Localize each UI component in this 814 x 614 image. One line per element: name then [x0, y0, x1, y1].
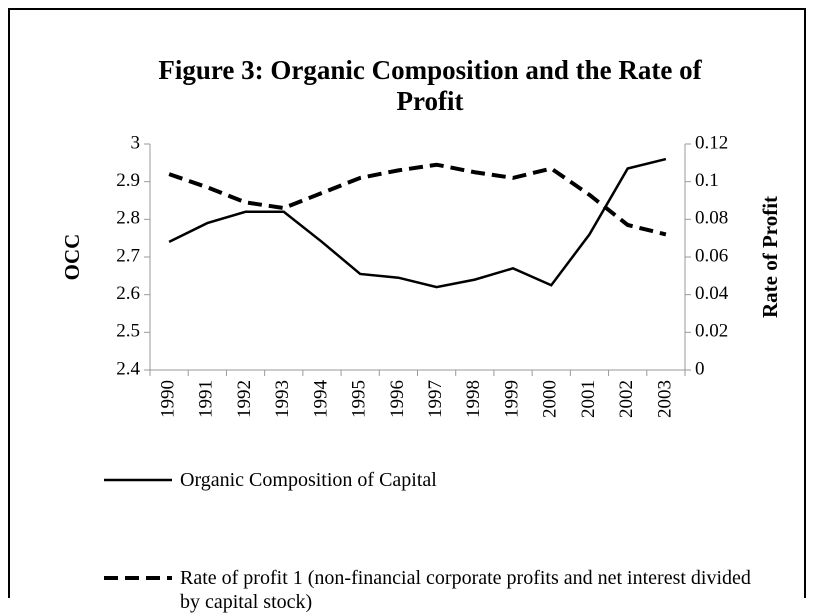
- x-tick-label: 1993: [272, 380, 293, 418]
- x-tick-label: 1999: [501, 380, 522, 418]
- x-tick-label: 2000: [540, 380, 561, 418]
- x-tick-label: 1991: [196, 380, 217, 418]
- y2-tick-label: 0.04: [695, 283, 729, 304]
- y-tick-label: 2.8: [116, 208, 140, 229]
- y-axis-label: OCC: [60, 234, 84, 281]
- y-tick-label: 3: [131, 132, 141, 153]
- y2-tick-label: 0: [695, 358, 705, 379]
- x-tick-label: 2002: [616, 380, 637, 418]
- y-tick-label: 2.6: [116, 283, 140, 304]
- x-tick-label: 1995: [349, 380, 370, 418]
- title-box: Figure 3: Organic Composition and the Ra…: [158, 55, 702, 116]
- y2-axis-label: Rate of Profit: [758, 196, 782, 318]
- x-tick-label: 1992: [234, 380, 255, 418]
- page: {"chart_data": {"type": "line", "title":…: [8, 8, 806, 613]
- y2-tick-label: 0.12: [695, 132, 728, 153]
- y-tick-label: 2.4: [116, 358, 140, 379]
- y-tick-label: 2.5: [116, 321, 140, 342]
- x-tick-label: 1994: [310, 380, 331, 419]
- x-tick-label: 1996: [387, 380, 408, 418]
- legend-label: Organic Composition of Capital: [180, 469, 437, 491]
- legend-label: Rate of profit 1 (non-financial corporat…: [180, 567, 751, 613]
- chart: Figure 3: Organic Composition and the Ra…: [8, 8, 806, 598]
- y-tick-label: 2.7: [116, 245, 140, 266]
- y2-tick-label: 0.1: [695, 170, 719, 191]
- series-line: [168, 157, 667, 289]
- series-line: [168, 162, 667, 237]
- x-tick-label: 2003: [654, 380, 675, 418]
- y2-tick-label: 0.06: [695, 245, 728, 266]
- x-tick-label: 1997: [425, 380, 446, 418]
- x-tick-label: 1990: [157, 380, 178, 418]
- y-tick-label: 2.9: [116, 170, 140, 191]
- chart-title: Figure 3: Organic Composition and the Ra…: [158, 55, 702, 116]
- frame: [8, 8, 806, 598]
- y2-tick-label: 0.02: [695, 321, 728, 342]
- x-tick-label: 2001: [578, 380, 599, 418]
- y2-tick-label: 0.08: [695, 208, 728, 229]
- x-tick-label: 1998: [463, 380, 484, 418]
